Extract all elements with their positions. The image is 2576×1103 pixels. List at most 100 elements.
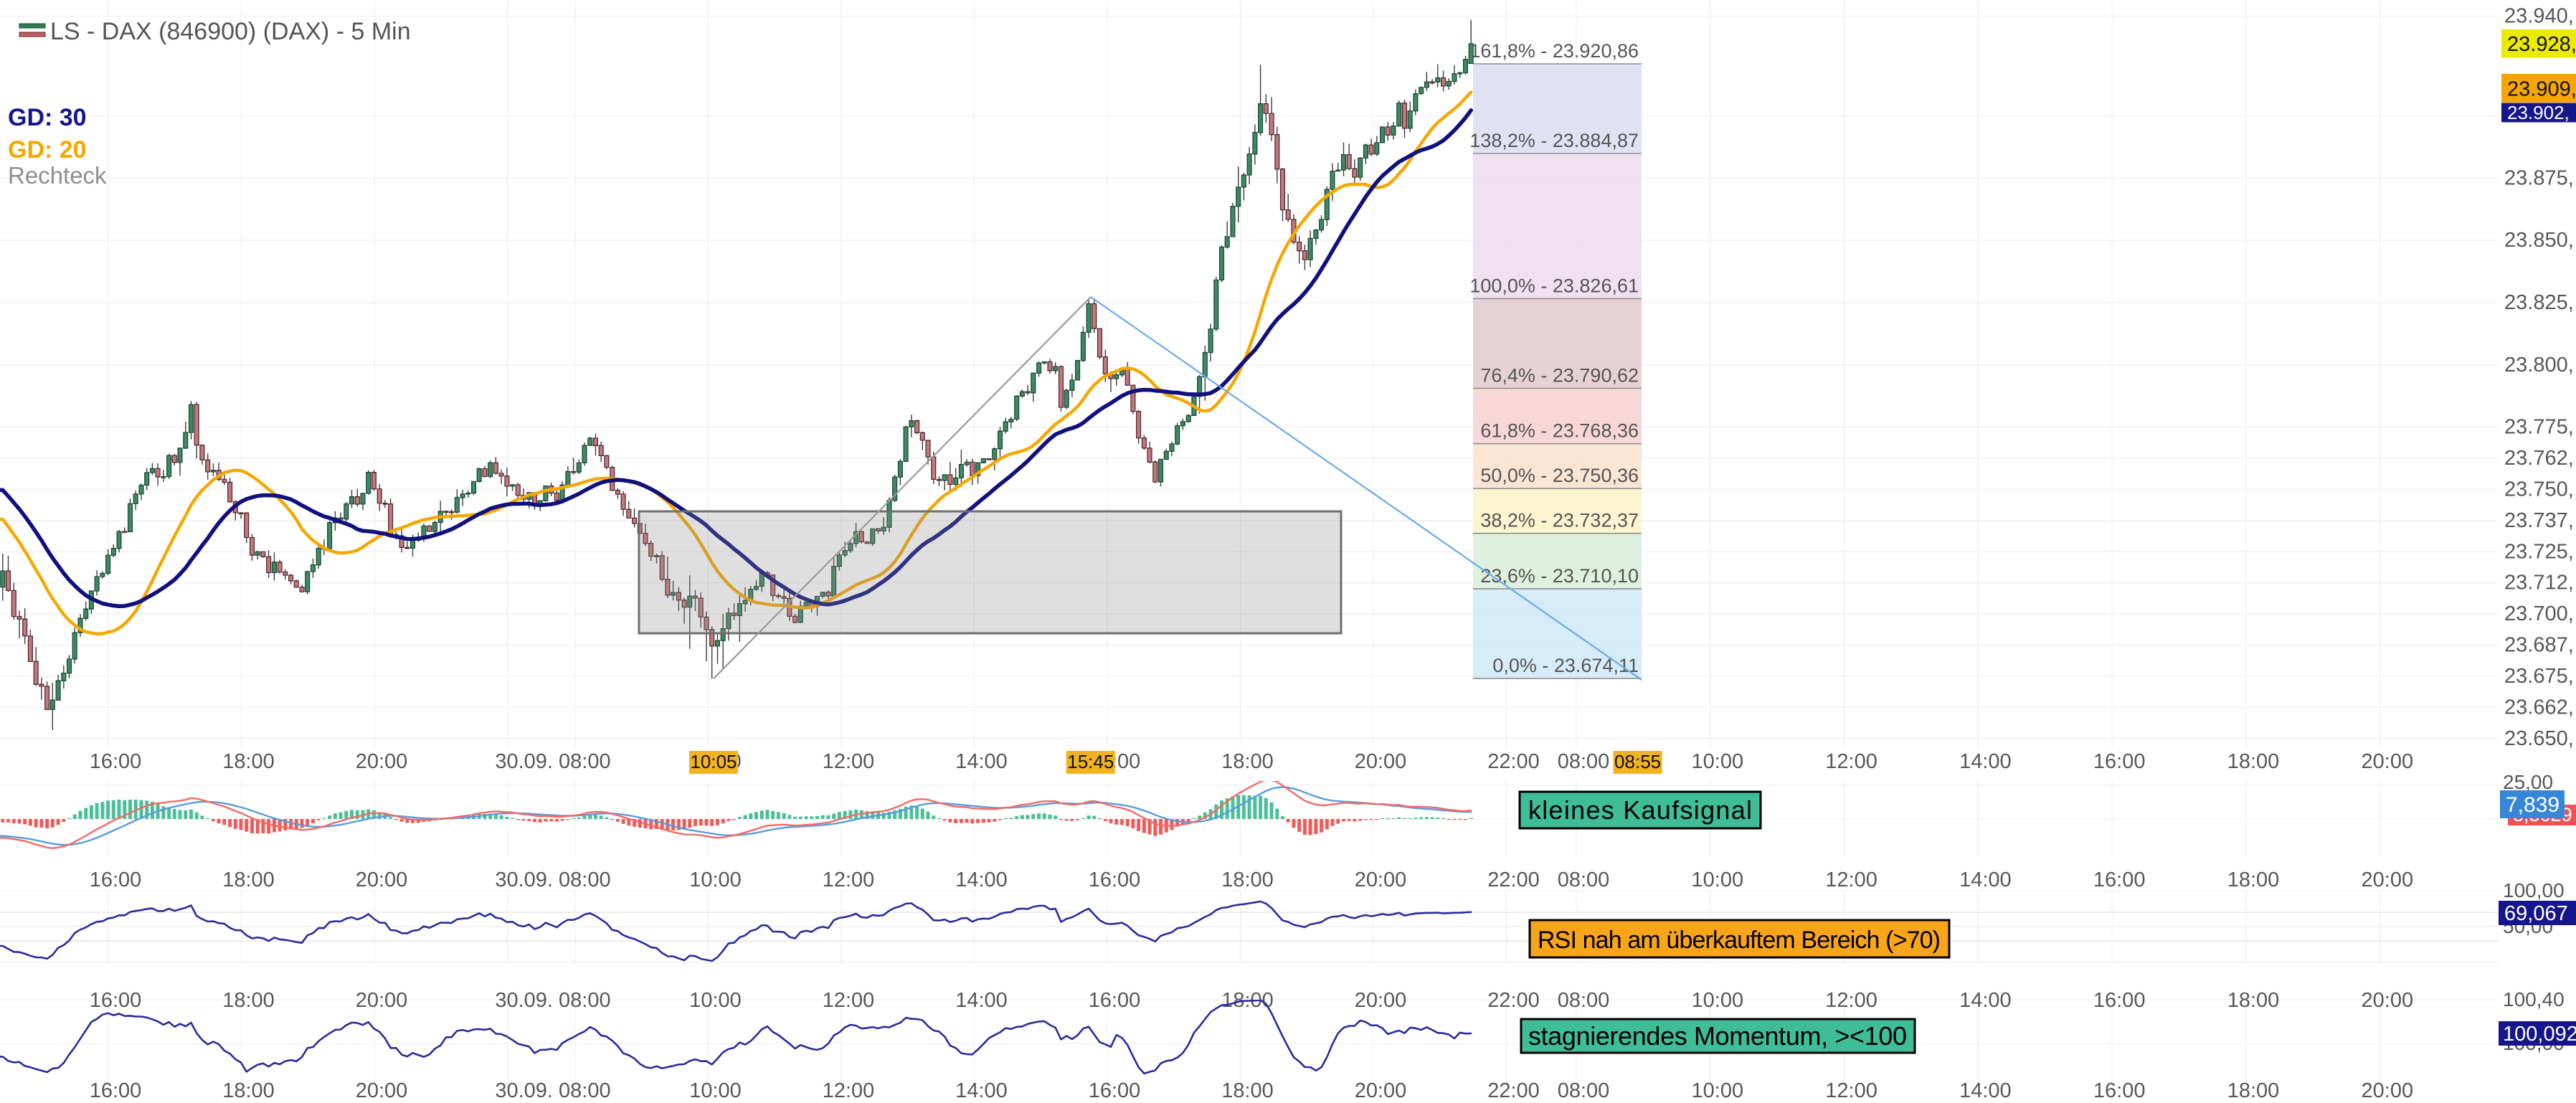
svg-text:GD: 20: GD: 20 [8, 136, 87, 164]
svg-text:23.800,: 23.800, [2504, 354, 2574, 377]
svg-text:30.09. 08:00: 30.09. 08:00 [495, 750, 610, 773]
svg-text:08:00: 08:00 [1558, 750, 1610, 773]
svg-text:30.09. 08:00: 30.09. 08:00 [495, 989, 610, 1012]
svg-text:22:00: 22:00 [1487, 1079, 1540, 1102]
svg-text:100,00: 100,00 [2503, 879, 2565, 901]
svg-text:20:00: 20:00 [356, 750, 408, 773]
svg-text:23.902,: 23.902, [2507, 102, 2570, 123]
svg-text:16:00: 16:00 [1089, 1079, 1141, 1102]
svg-text:23.825,: 23.825, [2504, 291, 2574, 314]
svg-text:14:00: 14:00 [1959, 1079, 2012, 1102]
svg-text:16:00: 16:00 [2093, 989, 2146, 1012]
svg-text:100,092: 100,092 [2503, 1023, 2576, 1046]
svg-text:20:00: 20:00 [1355, 750, 1407, 773]
svg-text:08:00: 08:00 [1558, 868, 1610, 891]
svg-text:12:00: 12:00 [1825, 750, 1877, 773]
svg-text:23.712,: 23.712, [2504, 572, 2574, 595]
svg-text:22:00: 22:00 [1487, 989, 1540, 1012]
svg-text:18:00: 18:00 [1221, 1079, 1274, 1102]
svg-text:23.875,: 23.875, [2504, 166, 2574, 189]
svg-text:30.09. 08:00: 30.09. 08:00 [495, 868, 610, 891]
svg-text:14:00: 14:00 [955, 750, 1008, 773]
svg-text:18:00: 18:00 [2227, 989, 2280, 1012]
svg-text:22:00: 22:00 [1487, 750, 1540, 773]
svg-text:69,067: 69,067 [2504, 902, 2568, 925]
svg-text:30.09. 08:00: 30.09. 08:00 [495, 1079, 610, 1102]
svg-text:GD: 30: GD: 30 [8, 104, 87, 131]
svg-text:16:00: 16:00 [2093, 1079, 2146, 1102]
svg-text:16:00: 16:00 [90, 868, 142, 891]
svg-text:14:00: 14:00 [955, 868, 1008, 891]
svg-text:100,0% - 23.826,61: 100,0% - 23.826,61 [1469, 275, 1639, 296]
svg-text:23.687,: 23.687, [2504, 634, 2574, 657]
svg-text:23.909,: 23.909, [2507, 77, 2576, 100]
svg-text:23.940,: 23.940, [2504, 5, 2574, 28]
svg-text:RSI nah am überkauftem Bereich: RSI nah am überkauftem Bereich (>70) [1538, 927, 1941, 954]
svg-text:138,2% - 23.884,87: 138,2% - 23.884,87 [1469, 130, 1639, 151]
svg-text:16:00: 16:00 [2093, 750, 2146, 773]
svg-text:25,00: 25,00 [2503, 771, 2553, 793]
svg-text:23.762,: 23.762, [2504, 447, 2574, 470]
svg-text:23.675,: 23.675, [2504, 665, 2574, 688]
svg-text:LS - DAX (846900) (DAX) - 5 Mi: LS - DAX (846900) (DAX) - 5 Min [50, 18, 411, 45]
svg-text:16:00: 16:00 [90, 1079, 142, 1102]
svg-text:16:00: 16:00 [90, 989, 142, 1012]
svg-text:76,4% - 23.790,62: 76,4% - 23.790,62 [1480, 364, 1639, 386]
svg-text:kleines Kaufsignal: kleines Kaufsignal [1528, 795, 1752, 825]
svg-text:16:00: 16:00 [1089, 989, 1141, 1012]
svg-text:0,0% - 23.674,11: 0,0% - 23.674,11 [1492, 655, 1639, 676]
svg-text:20:00: 20:00 [356, 1079, 408, 1102]
svg-text:20:00: 20:00 [2362, 989, 2414, 1012]
svg-text:12:00: 12:00 [823, 989, 875, 1012]
svg-text:15:45: 15:45 [1067, 751, 1114, 772]
svg-text:20:00: 20:00 [2362, 1079, 2414, 1102]
svg-text:50,0% - 23.750,36: 50,0% - 23.750,36 [1480, 465, 1639, 486]
svg-text:23.725,: 23.725, [2504, 540, 2574, 563]
svg-text:23.650,: 23.650, [2504, 727, 2574, 750]
svg-text:18:00: 18:00 [2227, 868, 2280, 891]
svg-text:12:00: 12:00 [823, 868, 875, 891]
svg-text:10:00: 10:00 [689, 1079, 742, 1102]
svg-text:14:00: 14:00 [1959, 989, 2012, 1012]
svg-text:08:00: 08:00 [1558, 989, 1610, 1012]
svg-text:16:00: 16:00 [90, 750, 142, 773]
svg-text:23.737,: 23.737, [2504, 509, 2574, 532]
svg-text:10:00: 10:00 [1692, 750, 1744, 773]
svg-text:23.750,: 23.750, [2504, 478, 2574, 501]
svg-text:100,40: 100,40 [2503, 988, 2565, 1010]
svg-text:14:00: 14:00 [955, 1079, 1008, 1102]
svg-text:18:00: 18:00 [222, 1079, 275, 1102]
svg-text:12:00: 12:00 [823, 1079, 875, 1102]
svg-text:18:00: 18:00 [1221, 868, 1274, 891]
svg-text:stagnierendes Momentum, ><100: stagnierendes Momentum, ><100 [1528, 1021, 1907, 1051]
svg-text:08:55: 08:55 [1614, 751, 1661, 772]
svg-text:18:00: 18:00 [2227, 1079, 2280, 1102]
svg-text:10:00: 10:00 [689, 868, 742, 891]
svg-text:16:00: 16:00 [1089, 868, 1141, 891]
svg-text:161,8% - 23.920,86: 161,8% - 23.920,86 [1469, 40, 1639, 62]
svg-text:12:00: 12:00 [1825, 1079, 1877, 1102]
svg-text:12:00: 12:00 [1825, 868, 1877, 891]
svg-text:20:00: 20:00 [2362, 868, 2414, 891]
svg-text:23.662,: 23.662, [2504, 696, 2574, 719]
svg-text:20:00: 20:00 [2362, 750, 2414, 773]
svg-text:18:00: 18:00 [222, 868, 275, 891]
svg-text:14:00: 14:00 [1959, 750, 2012, 773]
svg-text:12:00: 12:00 [823, 750, 875, 773]
svg-text:23.850,: 23.850, [2504, 229, 2574, 252]
svg-text:38,2% - 23.732,37: 38,2% - 23.732,37 [1480, 510, 1639, 531]
svg-text:22:00: 22:00 [1487, 868, 1540, 891]
svg-text:20:00: 20:00 [1355, 868, 1407, 891]
svg-text:18:00: 18:00 [1221, 750, 1274, 773]
svg-text:18:00: 18:00 [222, 989, 275, 1012]
svg-text:10:05: 10:05 [690, 751, 737, 772]
svg-text:20:00: 20:00 [356, 868, 408, 891]
svg-text:14:00: 14:00 [955, 989, 1008, 1012]
svg-text:23,6% - 23.710,10: 23,6% - 23.710,10 [1480, 565, 1639, 587]
svg-text:18:00: 18:00 [2227, 750, 2280, 773]
svg-text:23.775,: 23.775, [2504, 416, 2574, 439]
svg-text:14:00: 14:00 [1959, 868, 2012, 891]
svg-text:10:00: 10:00 [689, 989, 742, 1012]
svg-text:Rechteck: Rechteck [8, 162, 107, 189]
svg-text:7,839: 7,839 [2506, 793, 2560, 817]
